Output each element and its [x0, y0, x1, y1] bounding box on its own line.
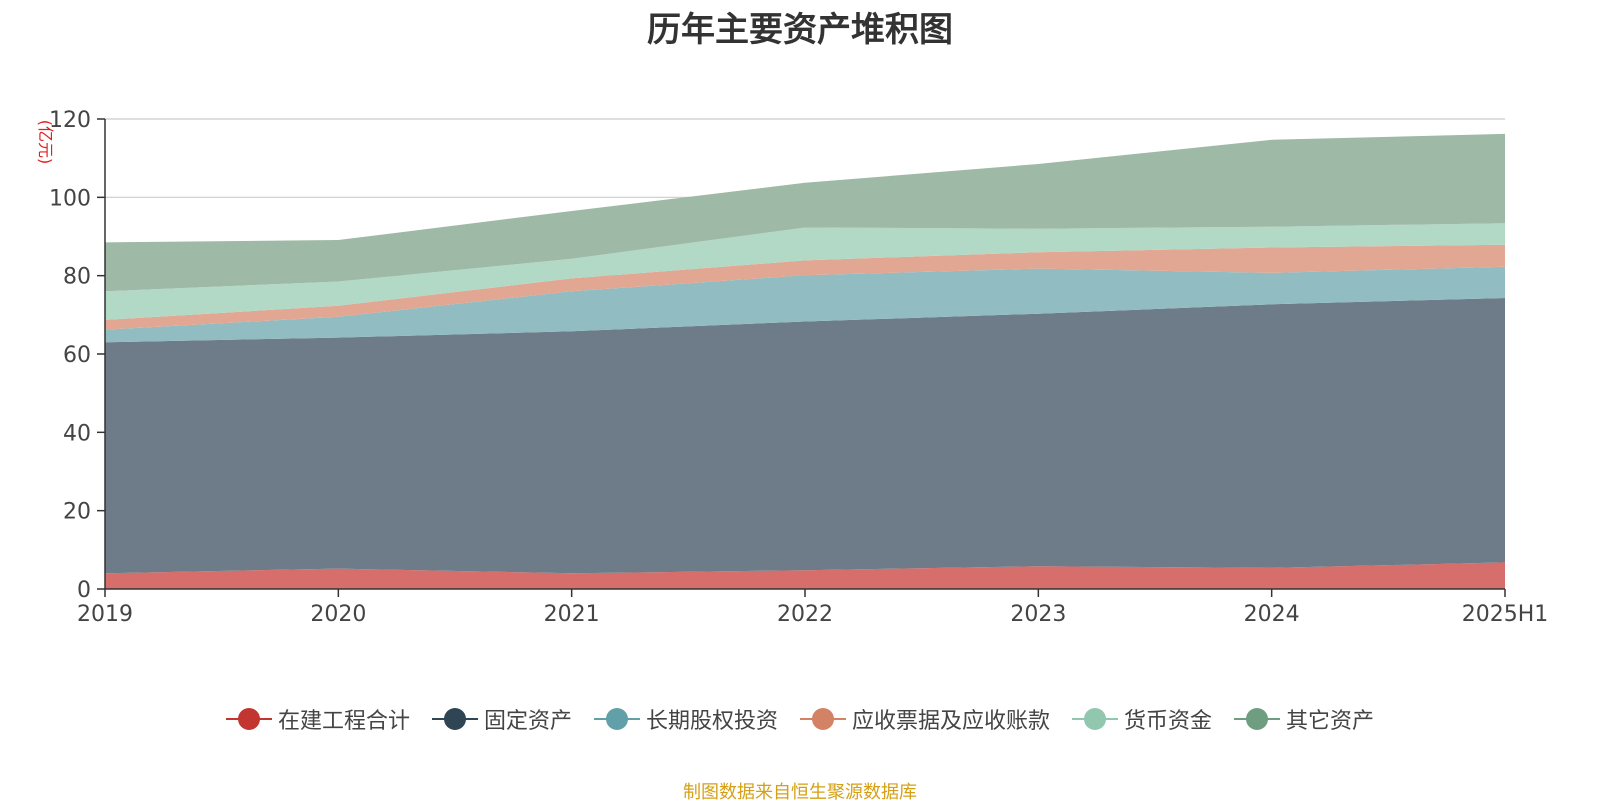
legend-label: 其它资产 [1286, 709, 1375, 734]
legend-item[interactable]: 固定资产 [431, 703, 572, 735]
legend-item[interactable]: 其它资产 [1234, 703, 1374, 735]
y-tick-label: 100 [49, 186, 91, 211]
area-series-1 [105, 562, 1505, 589]
y-tick-label: 60 [63, 343, 91, 368]
x-tick-label: 2021 [544, 602, 600, 627]
legend-label: 固定资产 [483, 709, 572, 734]
source-note: 制图数据来自恒生聚源数据库 [683, 782, 917, 803]
y-tick-label: 120 [49, 108, 91, 133]
area-series-3 [105, 266, 1505, 343]
x-tick-label: 2022 [777, 602, 833, 627]
y-tick-label: 40 [63, 421, 91, 446]
legend-label: 在建工程合计 [277, 709, 410, 734]
area-series [105, 133, 1505, 589]
x-tick-label: 2025H1 [1462, 602, 1549, 627]
y-tick-label: 80 [63, 265, 91, 290]
y-tick-label: 0 [77, 578, 91, 603]
y-axis-unit: (亿元) [36, 120, 55, 165]
legend-label: 长期股权投资 [645, 709, 778, 734]
legend-item[interactable]: 货币资金 [1072, 703, 1212, 735]
legend-marker-icon [593, 707, 640, 731]
legend-marker-icon [225, 707, 272, 731]
legend-item[interactable]: 在建工程合计 [225, 703, 410, 735]
area-series-5 [105, 223, 1505, 320]
x-tick-label: 2024 [1244, 602, 1300, 627]
legend-marker-icon [1234, 707, 1281, 731]
x-tick-label: 2019 [77, 602, 133, 627]
x-tick-label: 2023 [1010, 602, 1066, 627]
legend-label: 应收票据及应收账款 [852, 709, 1051, 734]
legend-item[interactable]: 长期股权投资 [593, 703, 778, 735]
legend-marker-icon [1072, 707, 1119, 731]
area-series-2 [105, 298, 1505, 574]
legend-marker-icon [800, 707, 846, 731]
legend-marker-icon [431, 707, 478, 731]
legend-item[interactable]: 应收票据及应收账款 [800, 703, 1050, 735]
area-series-4 [105, 244, 1505, 330]
y-tick-label: 20 [63, 500, 91, 525]
x-tick-label: 2020 [310, 602, 366, 627]
legend-label: 货币资金 [1124, 709, 1213, 734]
chart-title: 历年主要资产堆积图 [647, 10, 953, 50]
legend: 在建工程合计 固定资产 长期股权投资 应收票据及应收账款 货币资金 其它资产 [0, 703, 1600, 735]
area-series-6 [105, 133, 1505, 292]
axes: 0 20 40 60 80 100 120 2019 2020 2021 2022 2023 2024 2… [49, 108, 1548, 627]
